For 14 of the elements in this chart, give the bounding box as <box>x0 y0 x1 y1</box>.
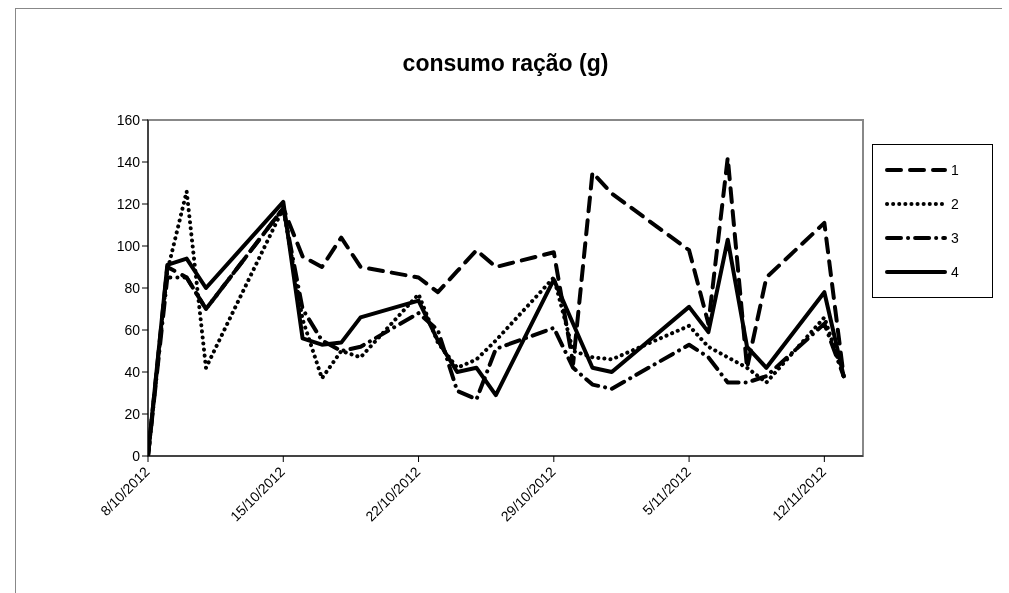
chart-title: consumo ração (g) <box>401 50 610 77</box>
y-tick-label: 140 <box>116 153 141 170</box>
y-tick-label: 20 <box>124 405 141 422</box>
legend-label: 3 <box>951 230 959 246</box>
y-tick-label: 100 <box>116 237 141 254</box>
legend-label: 4 <box>951 264 959 280</box>
y-tick-label: 40 <box>124 363 141 380</box>
y-tick-label: 160 <box>116 111 141 128</box>
y-tick-label: 60 <box>124 321 141 338</box>
legend-label: 2 <box>951 196 959 212</box>
y-tick-label: 80 <box>124 279 141 296</box>
y-tick-label: 120 <box>116 195 141 212</box>
legend-label: 1 <box>951 162 959 178</box>
y-tick-label: 0 <box>132 447 141 464</box>
